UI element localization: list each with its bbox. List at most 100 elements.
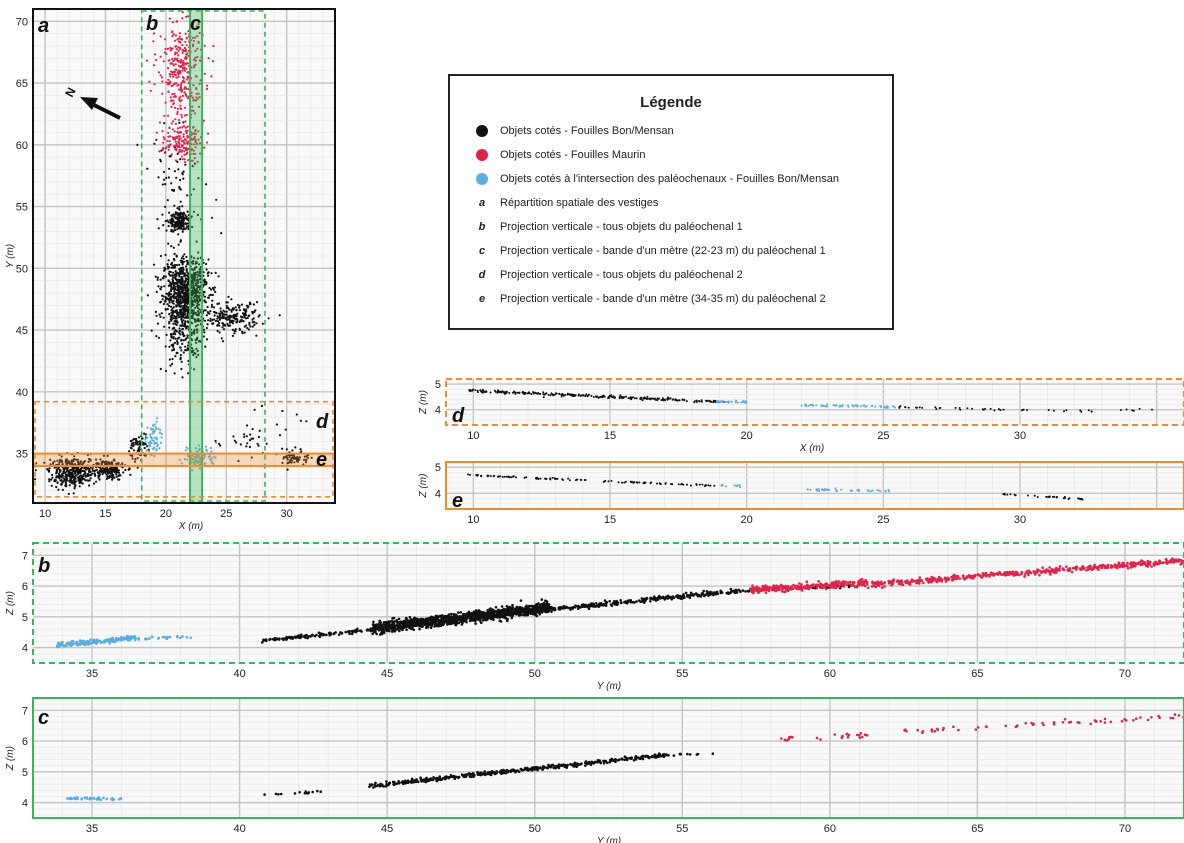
- data-point: [168, 358, 171, 361]
- data-point: [211, 299, 214, 302]
- data-point: [199, 281, 202, 284]
- data-point: [918, 406, 921, 409]
- data-point: [527, 391, 530, 394]
- data-point: [248, 445, 251, 449]
- data-point: [214, 271, 217, 274]
- data-point: [815, 404, 818, 407]
- data-point: [167, 131, 170, 134]
- data-point: [193, 290, 196, 294]
- data-point: [253, 408, 256, 411]
- data-point: [233, 332, 236, 335]
- data-point: [198, 291, 201, 294]
- data-point: [153, 83, 156, 86]
- data-point: [190, 311, 193, 315]
- data-point: [179, 285, 183, 289]
- data-point: [86, 639, 89, 643]
- data-point: [171, 281, 174, 284]
- data-point: [107, 472, 110, 475]
- data-point: [175, 76, 178, 79]
- data-point: [302, 635, 306, 638]
- data-point: [166, 267, 170, 270]
- data-point: [170, 318, 173, 321]
- data-point: [537, 392, 540, 394]
- data-point: [98, 639, 102, 643]
- data-point: [64, 473, 67, 476]
- y-axis-label: Z (m): [418, 390, 429, 415]
- data-point: [204, 345, 207, 348]
- data-point: [164, 308, 167, 311]
- data-point: [168, 635, 172, 639]
- data-point: [77, 472, 80, 475]
- data-point: [169, 75, 172, 78]
- data-point: [221, 340, 225, 343]
- data-point: [48, 469, 51, 472]
- data-point: [179, 158, 182, 161]
- data-point: [178, 32, 181, 35]
- data-point: [170, 245, 173, 248]
- data-point: [143, 432, 146, 435]
- data-point: [186, 135, 189, 139]
- data-point: [171, 57, 174, 61]
- data-point: [669, 483, 672, 485]
- data-point: [190, 338, 194, 341]
- data-point: [522, 392, 525, 395]
- data-point: [160, 285, 163, 288]
- data-point: [318, 635, 322, 638]
- data-point: [165, 229, 168, 232]
- data-point: [114, 469, 117, 472]
- data-point: [176, 342, 179, 346]
- data-point: [185, 268, 188, 271]
- data-point: [176, 321, 179, 324]
- data-point: [63, 478, 67, 482]
- data-point: [196, 349, 199, 353]
- data-point: [723, 400, 725, 403]
- data-point: [48, 467, 51, 470]
- data-point: [184, 284, 187, 287]
- data-point: [238, 328, 241, 331]
- data-point: [510, 616, 514, 620]
- data-point: [542, 393, 545, 396]
- data-point: [180, 155, 183, 158]
- data-point: [519, 599, 523, 602]
- data-point: [734, 399, 737, 402]
- data-point: [176, 152, 179, 155]
- data-point: [471, 389, 474, 392]
- data-point: [207, 132, 210, 135]
- data-point: [84, 468, 88, 471]
- data-point: [181, 205, 184, 208]
- data-point: [172, 84, 175, 87]
- data-point: [220, 337, 223, 340]
- data-point: [235, 309, 238, 312]
- data-point: [194, 299, 197, 302]
- data-point: [168, 140, 171, 143]
- data-point: [179, 47, 182, 50]
- data-point: [171, 73, 174, 76]
- data-point: [168, 326, 171, 329]
- data-point: [179, 88, 182, 91]
- data-point: [221, 315, 224, 318]
- data-point: [191, 225, 194, 229]
- data-point: [187, 277, 190, 280]
- data-point: [155, 290, 158, 293]
- data-point: [181, 328, 184, 331]
- data-point: [75, 474, 78, 477]
- data-point: [170, 153, 173, 156]
- data-point: [1090, 410, 1093, 413]
- y-tick-label: 7: [22, 550, 28, 562]
- data-point: [193, 320, 197, 323]
- data-point: [146, 445, 149, 448]
- data-point: [172, 348, 176, 351]
- data-point: [631, 480, 633, 483]
- data-point: [571, 395, 574, 398]
- data-point: [169, 332, 173, 336]
- data-point: [168, 144, 171, 147]
- data-point: [1021, 409, 1023, 412]
- data-point: [170, 230, 173, 233]
- data-point: [216, 315, 219, 318]
- data-point: [278, 314, 281, 317]
- data-point: [169, 289, 172, 292]
- y-tick-label: 70: [16, 16, 28, 28]
- data-point: [467, 473, 469, 476]
- data-point: [177, 60, 180, 63]
- data-point: [232, 315, 235, 318]
